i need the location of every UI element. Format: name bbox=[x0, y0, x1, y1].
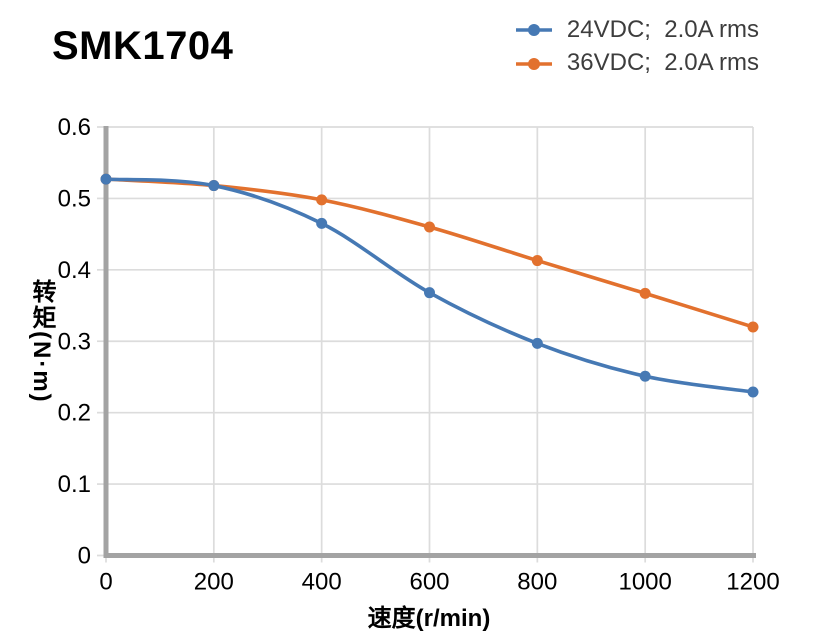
chart-title: SMK1704 bbox=[52, 24, 234, 68]
data-point-marker-24vdc bbox=[424, 287, 435, 299]
data-point-marker-24vdc bbox=[316, 217, 328, 229]
y-tick-label: 0.3 bbox=[58, 328, 91, 355]
y-tick-label: 0.5 bbox=[58, 185, 91, 212]
x-tick-label: 800 bbox=[517, 569, 557, 596]
y-tick-label: 0 bbox=[78, 543, 91, 570]
legend-item-24vdc: 24VDC; 2.0A rms bbox=[514, 16, 759, 43]
legend: 24VDC; 2.0A rms 36VDC; 2.0A rms bbox=[514, 16, 759, 77]
line-dot-marker-icon bbox=[515, 57, 552, 70]
legend-label-36vdc: 36VDC; 2.0A rms bbox=[566, 49, 759, 77]
line-dot-marker-icon bbox=[515, 24, 552, 37]
data-point-marker-24vdc bbox=[639, 370, 651, 382]
x-tick-label: 400 bbox=[302, 569, 342, 596]
data-point-marker-36vdc bbox=[747, 321, 759, 333]
x-tick-label: 1200 bbox=[726, 569, 779, 596]
x-tick-label: 0 bbox=[99, 569, 112, 596]
data-point-marker-36vdc bbox=[316, 194, 328, 206]
y-tick-label: 0.4 bbox=[58, 257, 91, 284]
legend-item-36vdc: 36VDC; 2.0A rms bbox=[514, 49, 759, 77]
data-point-marker-36vdc bbox=[531, 255, 543, 267]
x-tick-label: 1000 bbox=[618, 569, 671, 596]
data-point-marker-24vdc bbox=[531, 337, 543, 349]
data-point-marker-24vdc bbox=[100, 173, 112, 185]
data-point-marker-36vdc bbox=[639, 287, 651, 299]
x-tick-label: 200 bbox=[194, 569, 234, 596]
x-tick-label: 600 bbox=[409, 569, 449, 596]
data-point-marker-36vdc bbox=[424, 221, 435, 233]
x-axis-title: 速度(r/min) bbox=[367, 605, 491, 632]
data-point-marker-24vdc bbox=[208, 180, 220, 192]
legend-label-24vdc: 24VDC; 2.0A rms bbox=[566, 16, 759, 43]
y-tick-label: 0.6 bbox=[58, 114, 91, 141]
y-axis-title: 转矩(N·m) bbox=[28, 279, 55, 404]
data-point-marker-24vdc bbox=[747, 386, 759, 398]
y-tick-label: 0.2 bbox=[58, 400, 91, 427]
y-tick-label: 0.1 bbox=[58, 471, 91, 498]
